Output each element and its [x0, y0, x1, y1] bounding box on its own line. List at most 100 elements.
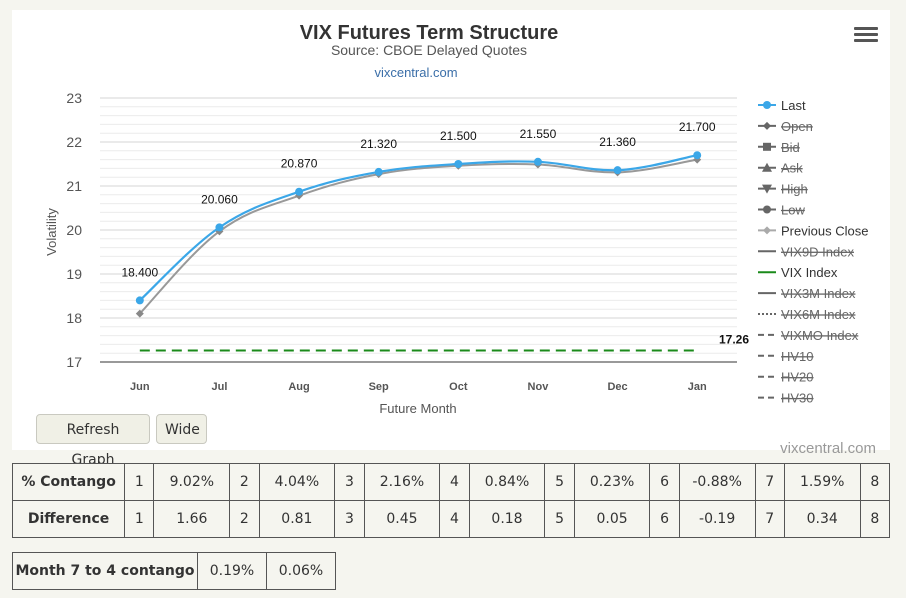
table-cell: -0.88% [678, 463, 756, 501]
x-tick-label: Jul [211, 381, 227, 393]
x-tick-label: Nov [528, 381, 550, 393]
table-cell: 2 [229, 500, 260, 538]
legend-label: VIX Index [781, 265, 838, 280]
legend-item[interactable]: VIXMO Index [758, 328, 859, 343]
x-tick-label: Jan [688, 381, 707, 393]
y-tick-label: 18 [66, 310, 82, 326]
legend-diamond-icon [763, 226, 771, 235]
y-tick-label: 17 [66, 354, 82, 370]
legend-item[interactable]: Ask [758, 161, 803, 176]
chart-legend: Last Open Bid Ask High Low Previous Close VIX9D… [758, 98, 868, 406]
table-cell: 0.06% [266, 552, 336, 590]
table-row: Difference 1 1.66 2 0.81 3 0.45 4 0.18 5… [11, 500, 891, 538]
credit-link[interactable]: vixcentral.com [780, 440, 876, 457]
data-label-vix-index: 17.26 [719, 333, 749, 347]
table-cell: 1.66 [153, 500, 231, 538]
table-cell: -0.19 [678, 500, 756, 538]
table-cell: 6 [649, 500, 680, 538]
y-tick-label: 21 [66, 178, 82, 194]
hamburger-menu-icon[interactable] [854, 24, 878, 44]
table-cell: 0.05 [573, 500, 651, 538]
legend-item[interactable]: HV30 [758, 391, 814, 406]
legend-item[interactable]: HV20 [758, 370, 814, 385]
table-cell: 2 [229, 463, 260, 501]
table-cell: 9.02% [153, 463, 231, 501]
y-tick-label: 20 [66, 222, 82, 238]
table-cell: 5 [544, 500, 575, 538]
legend-circle-icon [763, 101, 771, 109]
legend-label: VIXMO Index [781, 328, 859, 343]
data-label-last: 21.360 [599, 135, 636, 149]
legend-item[interactable]: Last [758, 98, 806, 113]
data-label-last: 21.320 [360, 137, 397, 151]
legend-label: VIX6M Index [781, 307, 856, 322]
data-label-last: 20.060 [201, 192, 238, 206]
month-contango-label: Month 7 to 4 contango [12, 552, 198, 590]
legend-label: Last [781, 98, 806, 113]
table-cell: 3 [334, 500, 365, 538]
legend-label: HV20 [781, 370, 814, 385]
legend-item[interactable]: High [758, 182, 808, 197]
point-last[interactable] [374, 167, 383, 176]
legend-label: HV30 [781, 391, 814, 406]
row-label-contango: % Contango [11, 463, 126, 501]
table-cell: 7 [754, 500, 785, 538]
legend-label: VIX9D Index [781, 244, 854, 259]
point-last[interactable] [693, 151, 702, 160]
wide-button[interactable]: Wide [156, 414, 207, 444]
data-label-last: 18.400 [121, 265, 158, 279]
legend-circle-icon [763, 205, 771, 214]
legend-item[interactable]: VIX6M Index [758, 307, 856, 322]
legend-diamond-icon [763, 121, 771, 130]
legend-item[interactable]: VIX9D Index [758, 244, 854, 259]
point-last[interactable] [215, 223, 224, 232]
legend-item[interactable]: VIX Index [758, 265, 838, 280]
table-cell: 2.16% [363, 463, 441, 501]
series-line-previous-close [139, 158, 698, 315]
point-last[interactable] [613, 166, 622, 175]
refresh-graph-button[interactable]: Refresh Graph [36, 414, 150, 468]
chart-title: VIX Futures Term Structure [300, 22, 559, 44]
table-cell: 0.34 [783, 500, 861, 538]
point-last[interactable] [135, 296, 144, 305]
table-cell: 1.59% [783, 463, 861, 501]
legend-item[interactable]: Low [758, 203, 805, 218]
table-cell: 4.04% [258, 463, 336, 501]
legend-item[interactable]: Bid [758, 140, 800, 155]
table-cell: 0.18 [468, 500, 546, 538]
data-label-last: 21.700 [679, 120, 716, 134]
x-tick-label: Sep [369, 381, 389, 393]
y-axis-label: Volatility [44, 208, 59, 256]
table-cell: 0.45 [363, 500, 441, 538]
legend-item[interactable]: Open [758, 119, 813, 134]
x-tick-label: Aug [288, 381, 309, 393]
point-last[interactable] [454, 160, 463, 168]
x-tick-label: Dec [607, 381, 627, 393]
x-axis-label: Future Month [379, 401, 456, 416]
table-cell: 8 [859, 463, 891, 501]
legend-label: Low [781, 203, 805, 218]
legend-square-icon [763, 142, 771, 151]
legend-item[interactable]: VIX3M Index [758, 286, 856, 301]
point-last[interactable] [295, 187, 304, 196]
row-label-difference: Difference [11, 500, 126, 538]
month-contango-table: Month 7 to 4 contango 0.19% 0.06% [12, 552, 336, 590]
chart-subtitle: Source: CBOE Delayed Quotes [331, 42, 527, 58]
legend-triangle-down-icon [762, 184, 772, 194]
legend-label: Bid [781, 140, 800, 155]
table-cell: 0.23% [573, 463, 651, 501]
table-cell: 4 [439, 500, 470, 538]
legend-label: HV10 [781, 349, 814, 364]
chart-link[interactable]: vixcentral.com [374, 65, 457, 80]
data-label-last: 21.500 [440, 129, 477, 143]
table-cell: 8 [859, 500, 891, 538]
y-tick-label: 22 [66, 134, 82, 150]
legend-label: Previous Close [781, 223, 868, 238]
table-cell: 1 [124, 463, 155, 501]
x-tick-label: Jun [130, 381, 150, 393]
point-last[interactable] [533, 157, 542, 166]
table-row: % Contango 1 9.02% 2 4.04% 3 2.16% 4 0.8… [11, 463, 891, 501]
legend-item[interactable]: Previous Close [758, 223, 868, 238]
legend-item[interactable]: HV10 [758, 349, 814, 364]
legend-triangle-up-icon [762, 162, 772, 172]
